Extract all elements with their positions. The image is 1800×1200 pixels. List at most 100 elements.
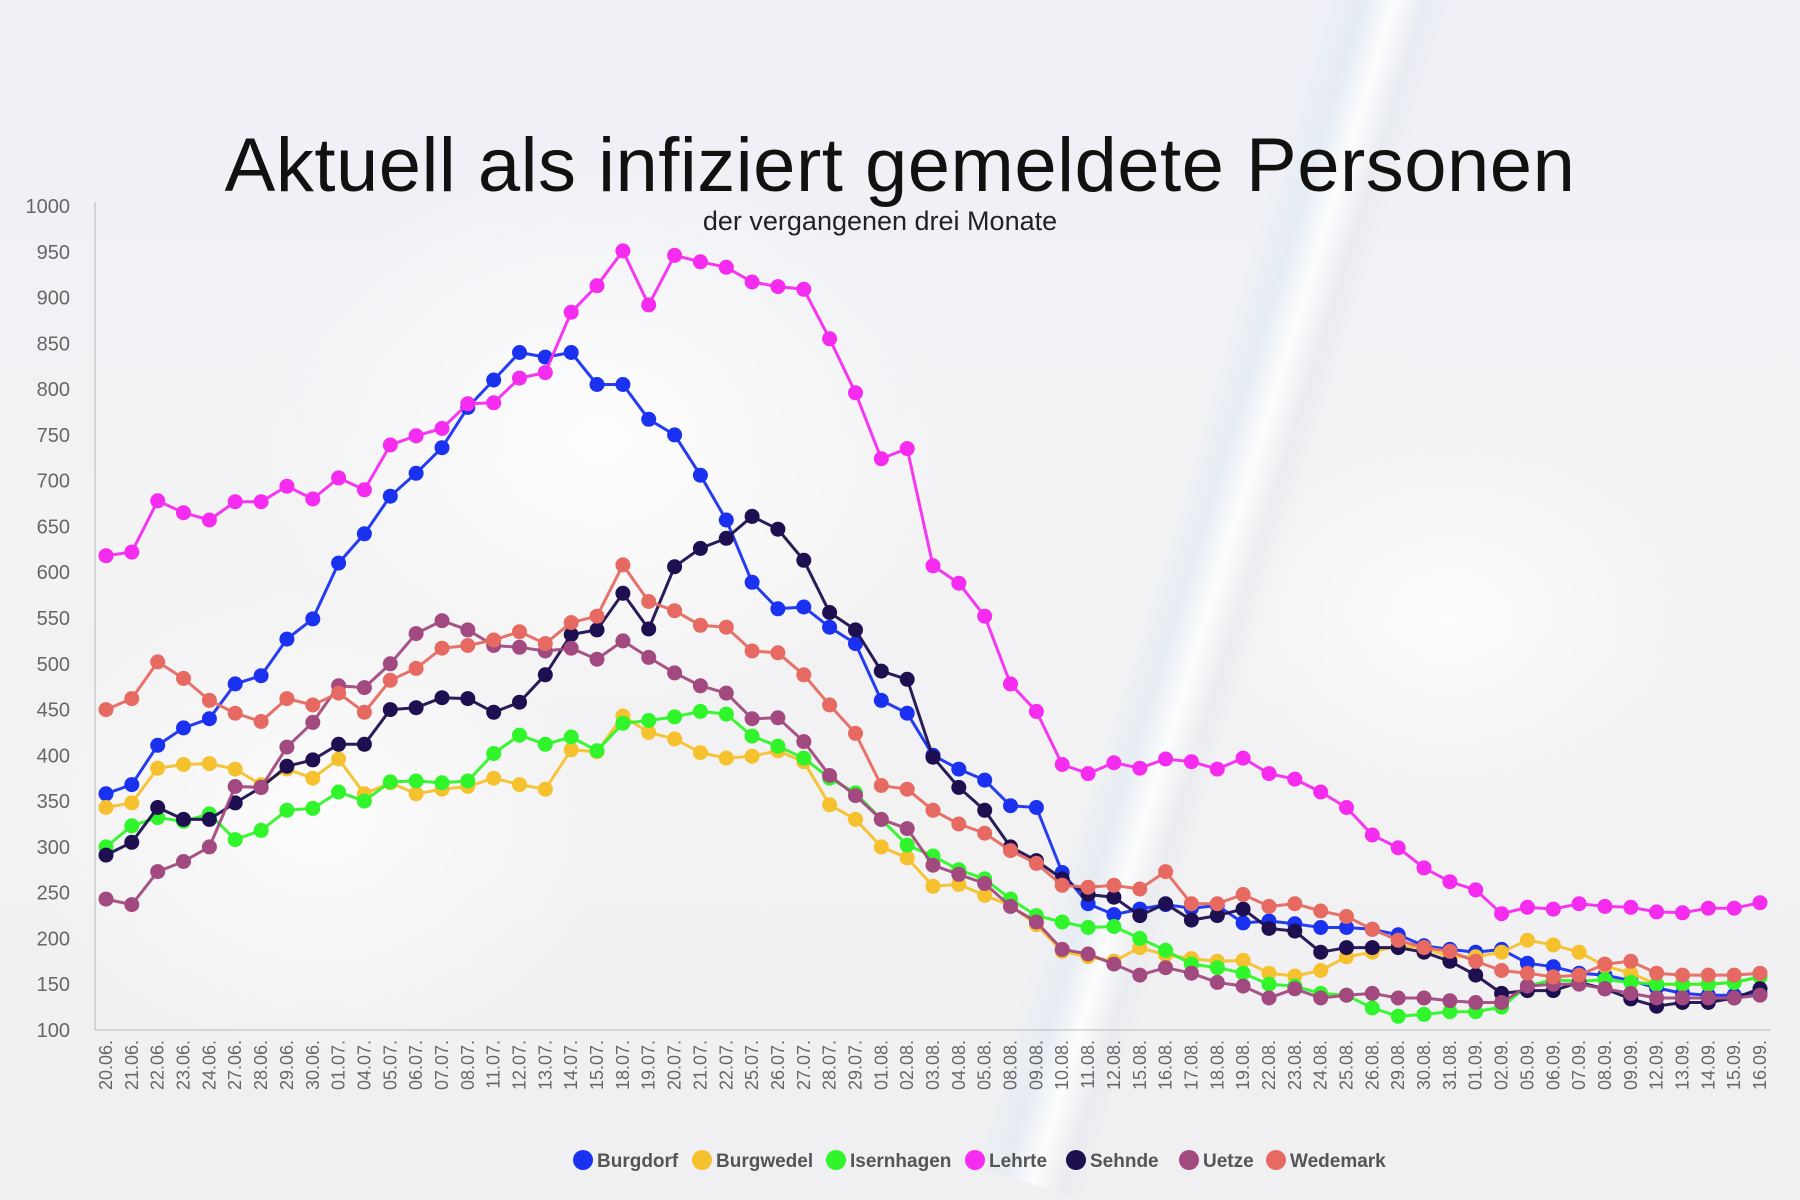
data-point: [822, 605, 838, 620]
data-point: [227, 761, 243, 777]
data-point: [873, 692, 889, 708]
data-point: [1649, 965, 1665, 981]
data-point: [176, 505, 191, 521]
data-point: [667, 427, 683, 443]
data-point: [1261, 766, 1277, 782]
data-point: [744, 574, 760, 590]
x-tick-label: 22.08.: [1259, 1040, 1279, 1090]
legend-marker: [1266, 1150, 1286, 1170]
data-point: [848, 811, 863, 827]
data-point: [1054, 914, 1070, 930]
data-point: [124, 777, 140, 793]
data-point: [201, 692, 217, 708]
x-tick-label: 08.08.: [1001, 1040, 1021, 1090]
data-point: [1390, 840, 1406, 856]
data-point: [615, 557, 631, 573]
data-point: [641, 713, 657, 728]
data-point: [667, 709, 683, 725]
x-tick-label: 19.08.: [1233, 1040, 1253, 1090]
data-point: [1726, 990, 1742, 1006]
data-point: [305, 611, 321, 627]
data-point: [305, 697, 321, 713]
data-point: [124, 834, 140, 850]
data-point: [848, 725, 863, 741]
data-point: [1416, 940, 1432, 956]
data-point: [615, 243, 631, 259]
x-tick-label: 01.07.: [329, 1040, 349, 1090]
data-point: [873, 663, 889, 679]
data-point: [770, 645, 786, 661]
x-tick-label: 02.08.: [897, 1040, 917, 1090]
data-point: [1080, 920, 1096, 935]
data-point: [1468, 995, 1484, 1010]
data-point: [98, 891, 114, 907]
data-point: [331, 685, 347, 701]
legend-label: Burgwedel: [716, 1151, 813, 1172]
data-point: [408, 428, 424, 444]
data-point: [1106, 889, 1122, 905]
data-point: [1494, 944, 1510, 960]
data-point: [1261, 965, 1277, 981]
x-tick-label: 14.07.: [561, 1040, 581, 1090]
x-tick-label: 25.08.: [1337, 1040, 1357, 1090]
x-tick-label: 19.07.: [639, 1040, 659, 1090]
data-point: [279, 691, 295, 707]
x-tick-label: 17.08.: [1181, 1040, 1201, 1090]
data-point: [692, 678, 708, 694]
data-point: [124, 544, 140, 560]
data-point: [1261, 920, 1277, 936]
data-point: [925, 857, 941, 873]
x-tick-label: 28.06.: [251, 1040, 271, 1090]
data-point: [486, 632, 502, 648]
data-point: [382, 672, 398, 688]
data-point: [201, 839, 217, 855]
data-point: [486, 395, 502, 411]
data-point: [615, 585, 631, 601]
data-point: [1339, 987, 1354, 1003]
data-point: [227, 494, 243, 510]
legend-marker: [1066, 1150, 1086, 1170]
data-point: [1364, 940, 1380, 956]
data-point: [744, 643, 760, 659]
data-point: [1675, 990, 1690, 1006]
data-point: [1649, 976, 1665, 992]
data-point: [227, 832, 243, 848]
data-point: [1597, 898, 1613, 914]
data-point: [124, 897, 140, 913]
data-point: [1494, 995, 1510, 1010]
data-point: [1339, 940, 1354, 956]
x-tick-label: 13.07.: [535, 1040, 555, 1090]
data-point: [486, 770, 502, 786]
data-point: [951, 866, 967, 882]
data-point: [977, 887, 993, 903]
data-point: [1183, 754, 1199, 770]
y-tick-label: 600: [37, 562, 70, 584]
data-point: [98, 786, 114, 802]
data-point: [1287, 923, 1303, 939]
data-point: [382, 656, 398, 672]
y-tick-label: 550: [37, 608, 70, 630]
data-point: [1287, 771, 1303, 787]
x-tick-label: 25.07.: [742, 1040, 762, 1090]
data-point: [848, 385, 863, 401]
x-axis-labels: 20.06. 21.06. 22.06. 23.06. 24.06. 27.06. 28.0…: [96, 1040, 1770, 1090]
data-point: [563, 729, 579, 745]
data-point: [124, 691, 140, 707]
data-point: [356, 526, 372, 542]
data-point: [331, 470, 347, 486]
data-point: [667, 603, 683, 619]
data-point: [822, 697, 838, 713]
data-point: [1571, 967, 1587, 983]
data-point: [1106, 919, 1122, 934]
chart-title: Aktuell als infiziert gemeldete Personen: [224, 123, 1576, 208]
data-point: [537, 365, 553, 381]
data-point: [408, 626, 424, 642]
y-tick-label: 650: [37, 516, 70, 538]
data-point: [692, 540, 708, 556]
y-tick-label: 850: [37, 333, 70, 355]
data-point: [98, 702, 114, 718]
data-point: [1132, 908, 1148, 924]
y-tick-label: 150: [37, 974, 70, 996]
data-point: [1468, 967, 1484, 983]
data-point: [718, 706, 734, 722]
